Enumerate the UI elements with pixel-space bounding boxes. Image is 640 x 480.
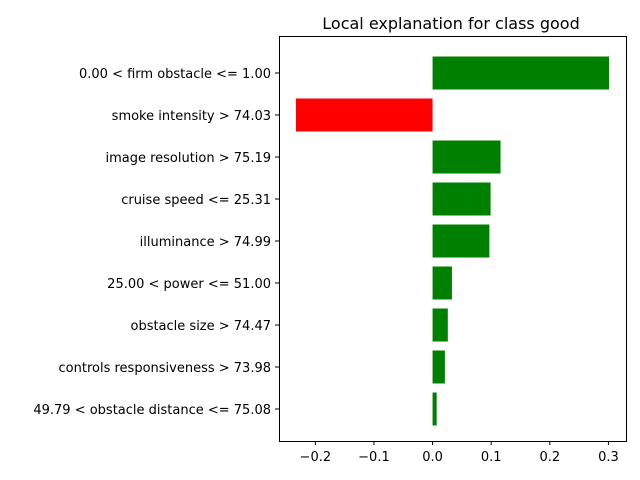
- y-tick-label-8: 49.79 < obstacle distance <= 75.08: [33, 403, 271, 418]
- y-tick-label-1: smoke intensity > 74.03: [112, 109, 271, 124]
- y-tick-label-0: 0.00 < firm obstacle <= 1.00: [79, 67, 271, 82]
- bar-3: [432, 182, 491, 216]
- y-tick-label-7: controls responsiveness > 73.98: [59, 361, 271, 376]
- x-tick-label-0: −0.2: [300, 450, 332, 465]
- axes-frame: [279, 36, 627, 442]
- x-axis: −0.2 −0.1 0.0 0.1 0.2 0.3: [300, 441, 619, 465]
- bar-2: [432, 140, 501, 174]
- bars-layer: [295, 56, 610, 426]
- bar-7: [432, 350, 445, 384]
- bar-8: [432, 392, 437, 426]
- bar-5: [432, 266, 452, 300]
- bar-6: [432, 308, 448, 342]
- y-tick-label-5: 25.00 < power <= 51.00: [107, 277, 271, 292]
- x-tick-label-3: 0.1: [481, 450, 502, 465]
- x-tick-label-4: 0.2: [539, 450, 560, 465]
- bar-0: [432, 56, 610, 90]
- x-tick-label-5: 0.3: [598, 450, 619, 465]
- y-tick-label-2: image resolution > 75.19: [105, 151, 271, 166]
- x-tick-label-2: 0.0: [422, 450, 443, 465]
- chart-title: Local explanation for class good: [322, 14, 579, 33]
- y-tick-label-3: cruise speed <= 25.31: [121, 193, 271, 208]
- bar-1: [295, 98, 433, 132]
- y-tick-label-6: obstacle size > 74.47: [130, 319, 271, 334]
- y-tick-label-4: illuminance > 74.99: [140, 235, 271, 250]
- x-tick-label-1: −0.1: [358, 450, 390, 465]
- y-axis: 0.00 < firm obstacle <= 1.00 smoke intens…: [33, 67, 279, 418]
- bar-4: [432, 224, 490, 258]
